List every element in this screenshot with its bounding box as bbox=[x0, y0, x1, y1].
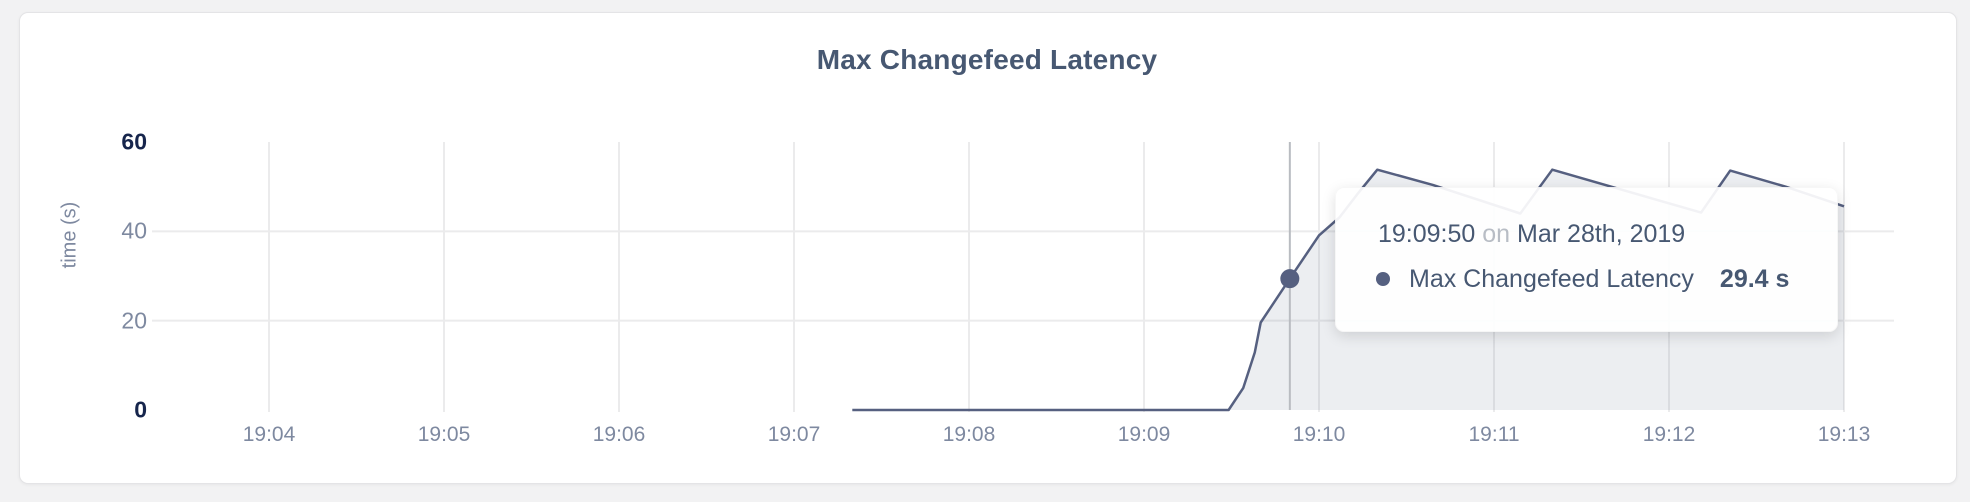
y-tick-label: 0 bbox=[134, 396, 147, 423]
tooltip-series-row: Max Changefeed Latency 29.4 s bbox=[1376, 263, 1807, 295]
x-tick-label: 19:07 bbox=[767, 423, 821, 446]
tooltip-series-name: Max Changefeed Latency bbox=[1409, 265, 1694, 293]
tooltip-time: 19:09:50 bbox=[1378, 220, 1476, 248]
series-dot-icon bbox=[1376, 272, 1390, 286]
x-tick-label: 19:08 bbox=[942, 423, 996, 446]
chart-title: Max Changefeed Latency bbox=[816, 44, 1158, 75]
y-tick-label: 40 bbox=[121, 217, 147, 244]
hover-dot bbox=[1280, 269, 1300, 289]
x-tick-label: 19:13 bbox=[1817, 423, 1871, 446]
y-tick-label: 20 bbox=[121, 307, 147, 334]
y-tick-label: 60 bbox=[121, 128, 147, 155]
tooltip-date: Mar 28th, 2019 bbox=[1517, 220, 1686, 248]
x-tick-label: 19:10 bbox=[1292, 423, 1346, 446]
x-tick-label: 19:11 bbox=[1468, 423, 1520, 446]
tooltip-conjunction: on bbox=[1482, 220, 1511, 248]
x-tick-label: 19:04 bbox=[242, 423, 296, 446]
hover-tooltip: 19:09:50 on Mar 28th, 2019 Max Changefee… bbox=[1335, 187, 1838, 332]
x-tick-label: 19:09 bbox=[1117, 423, 1171, 446]
tooltip-header: 19:09:50 on Mar 28th, 2019 bbox=[1378, 218, 1807, 250]
tooltip-series-value: 29.4 s bbox=[1719, 265, 1790, 293]
x-tick-label: 19:06 bbox=[592, 423, 646, 446]
x-tick-label: 19:05 bbox=[417, 423, 471, 446]
x-tick-label: 19:12 bbox=[1642, 423, 1696, 446]
